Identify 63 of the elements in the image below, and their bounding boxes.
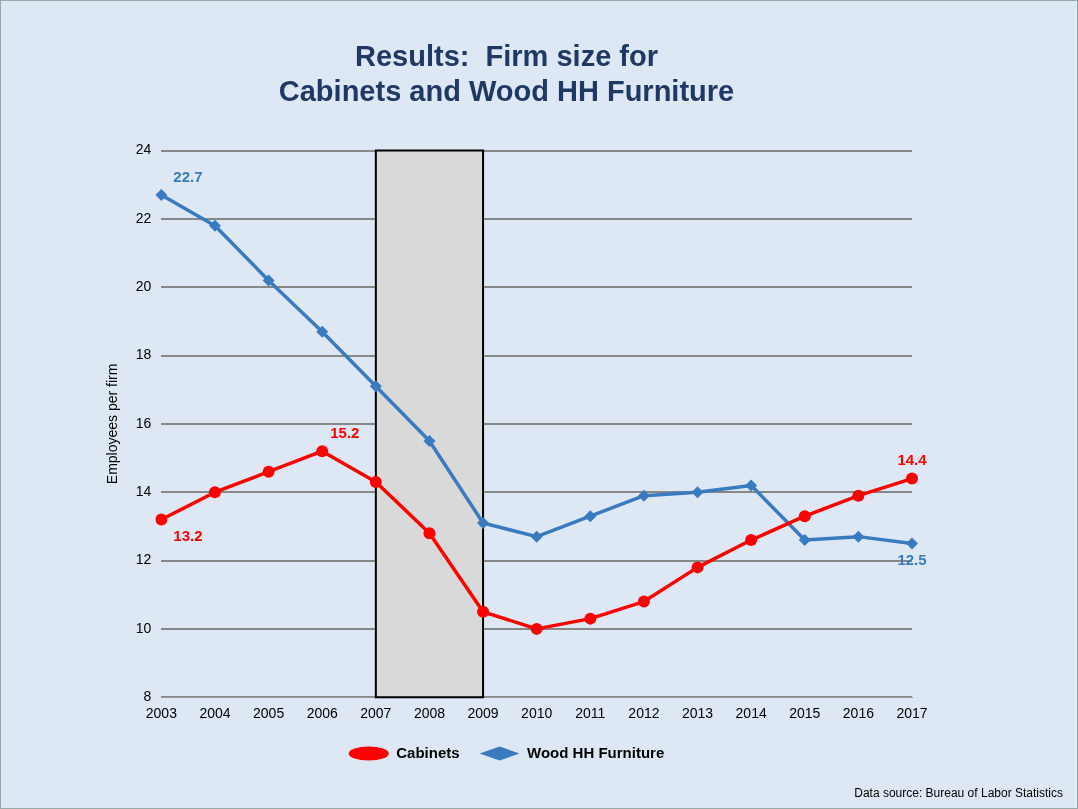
data-label: 13.2 [173, 527, 203, 545]
data-label: 22.7 [173, 167, 203, 185]
point [530, 530, 543, 543]
y-tick-label: 12 [135, 551, 152, 568]
x-tick-label: 2010 [521, 705, 553, 722]
point [745, 479, 758, 492]
point [530, 622, 543, 635]
point [906, 537, 918, 550]
y-tick-label: 24 [135, 141, 152, 158]
x-tick-label: 2009 [467, 705, 499, 722]
point [155, 189, 168, 202]
x-tick-label: 2006 [306, 705, 338, 722]
y-tick-label: 16 [135, 414, 152, 431]
point [637, 595, 650, 608]
point [477, 516, 490, 529]
x-tick-label: 2014 [735, 705, 767, 722]
point [637, 489, 650, 502]
point [316, 325, 329, 338]
data-label: 15.2 [330, 423, 360, 441]
x-tick-label: 2017 [896, 705, 928, 722]
y-tick-label: 22 [135, 209, 152, 226]
y-tick-label: 10 [135, 619, 152, 636]
y-axis-title: Employees per firm [104, 363, 121, 485]
point [691, 561, 704, 574]
data-label: 12.5 [897, 551, 927, 569]
y-tick-label: 8 [143, 688, 152, 705]
point [852, 530, 865, 543]
point [745, 534, 758, 547]
point [584, 510, 597, 523]
point [906, 472, 918, 485]
point [369, 380, 382, 393]
x-tick-label: 2005 [253, 705, 285, 722]
data-label: 14.4 [897, 451, 928, 469]
chart-title: Results: Firm size for Cabinets and Wood HH Furniture [278, 40, 735, 108]
y-tick-label: 20 [135, 278, 152, 295]
point [798, 534, 811, 547]
y-tick-label: 18 [135, 346, 152, 363]
y-tick-label: 14 [135, 483, 152, 500]
point [798, 510, 811, 523]
point [423, 527, 436, 540]
source-note: Data source: Bureau of Labor Statistics [854, 786, 1063, 800]
x-tick-label: 2011 [575, 705, 606, 722]
x-tick-label: 2003 [145, 705, 178, 722]
legend-label: Cabinets [396, 743, 460, 761]
point [423, 434, 436, 447]
point [155, 513, 168, 526]
point [262, 274, 275, 287]
x-tick-label: 2007 [360, 705, 392, 722]
x-tick-label: 2008 [413, 705, 446, 722]
point [852, 489, 865, 502]
point [208, 486, 221, 499]
x-tick-label: 2016 [842, 705, 875, 722]
x-tick-label: 2004 [199, 705, 231, 722]
point [316, 445, 329, 458]
point [208, 219, 221, 232]
point [262, 465, 275, 478]
x-tick-label: 2015 [789, 705, 821, 722]
x-tick-label: 2013 [681, 705, 714, 722]
legend-label: Wood HH Furniture [527, 743, 665, 761]
point [477, 605, 490, 618]
point [369, 475, 382, 488]
point [584, 612, 597, 625]
x-tick-label: 2012 [628, 705, 660, 722]
